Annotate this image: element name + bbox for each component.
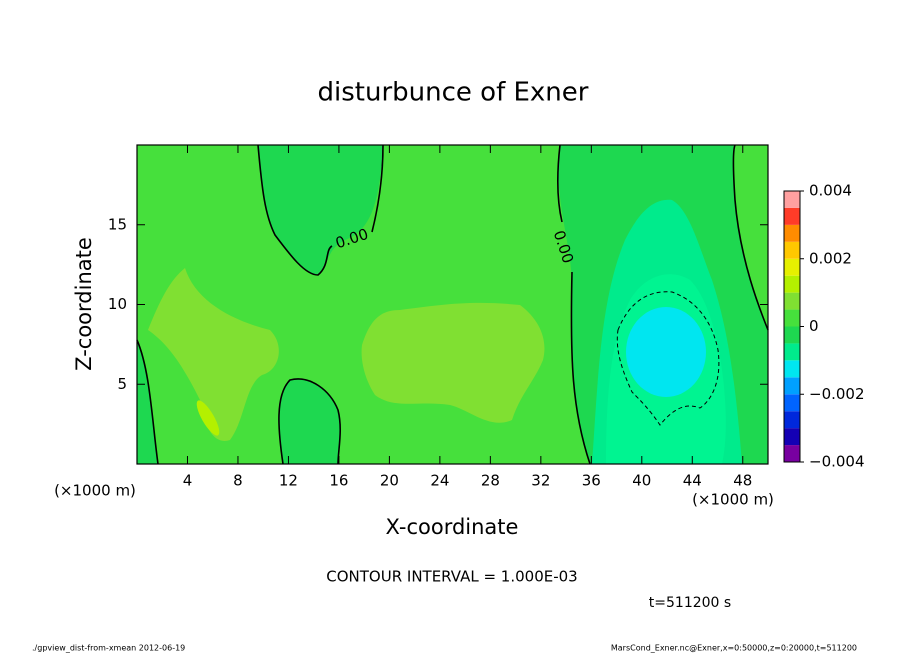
colorbar-band [784, 326, 800, 344]
colorbar-band [784, 207, 800, 225]
annotation: t=511200 s [649, 595, 731, 611]
footer: MarsCond_Exner.nc@Exner,x=0:50000,z=0:20… [611, 644, 857, 653]
x-tick-label: 32 [531, 472, 550, 490]
x-tick-label: 16 [329, 472, 348, 490]
colorbar-band [784, 224, 800, 242]
x-tick-label: 44 [683, 472, 702, 490]
contour-region [137, 340, 158, 464]
plot-area [136, 144, 769, 465]
x-tick-label: 28 [481, 472, 500, 490]
y-tick-label: 10 [108, 295, 127, 313]
contour-line [557, 144, 591, 465]
contour-line [136, 339, 159, 465]
contour-region [361, 302, 545, 423]
contour-region [196, 400, 220, 436]
colorbar-band [784, 309, 800, 327]
x-tick-label: 40 [632, 472, 651, 490]
colorbar-band [784, 377, 800, 395]
colorbar-tick-label: −0.004 [809, 453, 865, 471]
colorbar-band [784, 343, 800, 361]
colorbar-tick-label: 0.002 [809, 249, 852, 267]
y-unit-label: (×1000 m) [54, 482, 136, 500]
colorbar-tick-label: −0.002 [809, 385, 865, 403]
contour-line-dashed [616, 291, 720, 426]
chart-title: disturbunce of Exner [318, 78, 589, 108]
x-tick-label: 24 [430, 472, 449, 490]
contour-line [257, 144, 384, 276]
colorbar-band [784, 191, 800, 208]
colorbar-band [784, 241, 800, 259]
y-tick-label: 5 [117, 375, 127, 393]
footer: ./gpview_dist-from-xmean 2012-06-19 [32, 644, 185, 653]
x-tick-label: 8 [233, 472, 243, 490]
colorbar-tick-label: 0 [809, 317, 819, 335]
x-tick-label: 20 [380, 472, 399, 490]
contour-region [626, 307, 706, 397]
x-unit-label: (×1000 m) [692, 491, 774, 509]
contour-line [278, 378, 341, 465]
y-tick-label: 15 [108, 215, 127, 233]
x-axis-label: X-coordinate [386, 515, 519, 539]
colorbar-tick-label: 0.004 [809, 182, 852, 200]
contour-region [278, 379, 341, 464]
colorbar-band [784, 428, 800, 446]
colorbar-band [784, 360, 800, 378]
colorbar-band [784, 445, 800, 462]
colorbar-band [784, 292, 800, 310]
annotation: CONTOUR INTERVAL = 1.000E-03 [326, 568, 577, 586]
x-tick-label: 12 [279, 472, 298, 490]
contour-region [258, 145, 383, 275]
colorbar-band [784, 411, 800, 429]
contour-region [148, 268, 279, 441]
x-tick-label: 4 [183, 472, 193, 490]
x-tick-label: 48 [733, 472, 752, 490]
x-tick-label: 36 [582, 472, 601, 490]
y-axis-label: Z-coordinate [72, 237, 96, 371]
colorbar-band [784, 394, 800, 412]
colorbar-band [784, 275, 800, 293]
colorbar-band [784, 258, 800, 276]
contour-line [732, 144, 769, 331]
